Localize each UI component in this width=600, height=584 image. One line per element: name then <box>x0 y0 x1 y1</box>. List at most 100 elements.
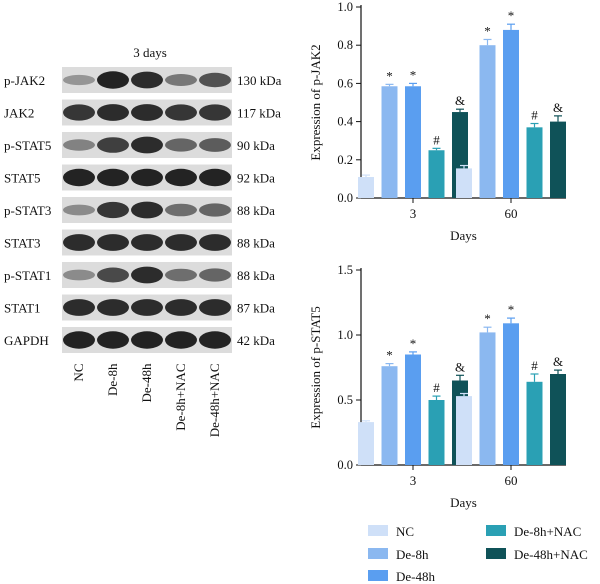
blot-size-label: 130 kDa <box>237 73 282 88</box>
blot-band <box>165 299 197 316</box>
blot-band <box>131 201 163 219</box>
bar <box>503 29 519 199</box>
x-tick-label: 3 <box>410 206 417 221</box>
bar <box>503 323 519 465</box>
blot-band <box>199 234 231 251</box>
x-tick-label: 60 <box>505 473 518 488</box>
y-tick-label: 0.4 <box>337 115 353 129</box>
y-tick-label: 0.5 <box>337 393 353 407</box>
y-axis-label: Expression of p-STAT5 <box>308 306 323 428</box>
significance-mark: * <box>508 8 515 23</box>
blot-size-label: 117 kDa <box>237 106 281 121</box>
bar <box>428 400 445 465</box>
blot-band <box>63 74 95 86</box>
blot-band <box>131 331 163 349</box>
y-axis-label: Expression of p-JAK2 <box>308 44 323 160</box>
blot-size-label: 90 kDa <box>237 138 275 153</box>
blot-protein-label: GAPDH <box>4 333 49 348</box>
blot-protein-label: STAT1 <box>4 301 41 316</box>
blot-lane-label: De-48h+NAC <box>207 364 222 438</box>
blot-lane-label: De-8h+NAC <box>173 364 188 431</box>
blot-band <box>131 136 163 154</box>
blot-band <box>199 72 231 88</box>
y-tick-label: 1.0 <box>337 328 353 342</box>
blot-band <box>199 268 231 282</box>
bar <box>456 168 472 198</box>
y-tick-label: 1.0 <box>337 0 353 14</box>
significance-mark: # <box>531 358 538 373</box>
y-tick-label: 0.0 <box>337 191 353 205</box>
blot-protein-label: STAT5 <box>4 171 41 186</box>
legend-label: De-8h+NAC <box>514 524 581 539</box>
y-tick-label: 0.6 <box>337 76 353 90</box>
significance-mark: # <box>433 380 440 395</box>
blot-size-label: 92 kDa <box>237 171 275 186</box>
blot-title: 3 days <box>133 45 167 60</box>
legend-swatch <box>368 570 388 581</box>
bar <box>550 374 566 465</box>
bar <box>428 150 445 198</box>
significance-mark: * <box>410 67 417 82</box>
legend-label: De-48h <box>396 569 435 584</box>
significance-mark: * <box>386 68 393 83</box>
x-axis-label: Days <box>450 228 477 243</box>
blot-protein-label: p-JAK2 <box>4 73 45 88</box>
x-axis-label: Days <box>450 495 477 510</box>
bar <box>381 366 398 465</box>
blot-band <box>199 331 231 349</box>
blot-band <box>97 104 129 121</box>
blot-band <box>165 268 197 282</box>
western-blot-panel: 3 days p-JAK2 130 kDa JAK2 117 kDa p-STAT5 90… <box>4 45 282 437</box>
blot-protein-label: p-STAT1 <box>4 268 51 283</box>
bar <box>456 396 472 465</box>
blot-band <box>165 138 197 152</box>
blot-band <box>97 137 129 153</box>
significance-mark: # <box>433 132 440 147</box>
blot-band <box>97 71 129 89</box>
significance-mark: * <box>484 311 491 326</box>
blot-band <box>63 104 95 121</box>
legend-swatch <box>368 525 388 536</box>
significance-mark: # <box>531 108 538 123</box>
significance-mark: * <box>484 23 491 38</box>
blot-band <box>97 234 129 251</box>
blot-protein-label: JAK2 <box>4 106 34 121</box>
legend-label: De-48h+NAC <box>514 547 588 562</box>
bar <box>526 381 543 465</box>
y-tick-label: 0.8 <box>337 38 353 52</box>
blot-size-label: 88 kDa <box>237 203 275 218</box>
legend-label: NC <box>396 524 414 539</box>
bar <box>479 332 496 465</box>
bar <box>381 86 398 198</box>
blot-protein-label: p-STAT3 <box>4 203 51 218</box>
blot-band <box>63 234 95 251</box>
bar <box>405 86 421 198</box>
significance-mark: * <box>386 348 393 363</box>
blot-band <box>97 331 129 349</box>
blot-band <box>131 266 163 284</box>
significance-mark: & <box>455 359 465 374</box>
significance-mark: & <box>455 93 465 108</box>
legend: NC De-8h De-48h De-8h+NAC De-48h+NAC <box>368 524 588 584</box>
bar <box>550 121 566 198</box>
blot-band <box>165 104 197 121</box>
blot-lane-label: De-48h <box>139 363 154 402</box>
blot-band <box>199 299 231 316</box>
blot-band <box>63 299 95 316</box>
blot-band <box>97 168 129 187</box>
bar <box>405 354 421 465</box>
blot-size-label: 87 kDa <box>237 301 275 316</box>
legend-label: De-8h <box>396 547 429 562</box>
significance-mark: * <box>508 302 515 317</box>
blot-band <box>97 201 129 219</box>
y-tick-label: 1.5 <box>337 263 353 277</box>
bar <box>526 127 543 198</box>
blot-band <box>63 331 95 349</box>
blot-lane-label: NC <box>71 364 86 382</box>
significance-mark: & <box>553 354 563 369</box>
legend-swatch <box>486 525 506 536</box>
blot-band <box>131 234 163 251</box>
blot-protein-label: STAT3 <box>4 236 41 251</box>
